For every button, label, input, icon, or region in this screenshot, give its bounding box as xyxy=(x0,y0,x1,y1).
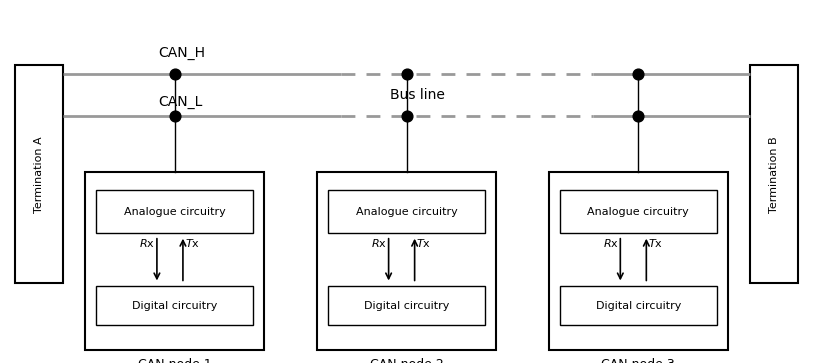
Text: Analogue circuitry: Analogue circuitry xyxy=(124,207,226,217)
Point xyxy=(400,72,413,77)
Text: Termination B: Termination B xyxy=(769,136,779,213)
Text: $R$x: $R$x xyxy=(139,237,155,249)
Point xyxy=(632,113,645,119)
Point xyxy=(400,113,413,119)
Text: CAN_L: CAN_L xyxy=(159,95,203,109)
Bar xyxy=(328,286,485,325)
Bar xyxy=(96,286,254,325)
Text: Analogue circuitry: Analogue circuitry xyxy=(587,207,689,217)
Bar xyxy=(559,286,717,325)
Text: $R$x: $R$x xyxy=(602,237,619,249)
Text: $T$x: $T$x xyxy=(416,237,431,249)
Bar xyxy=(750,65,798,283)
Bar xyxy=(15,65,63,283)
Text: Digital circuitry: Digital circuitry xyxy=(595,301,681,311)
Bar xyxy=(549,172,728,350)
Text: $R$x: $R$x xyxy=(371,237,387,249)
Bar xyxy=(317,172,496,350)
Bar xyxy=(328,190,485,233)
Text: Analogue circuitry: Analogue circuitry xyxy=(355,207,458,217)
Text: CAN node 2: CAN node 2 xyxy=(370,358,443,363)
Text: CAN node 3: CAN node 3 xyxy=(602,358,675,363)
Point xyxy=(632,72,645,77)
Text: $T$x: $T$x xyxy=(648,237,663,249)
Text: CAN node 1: CAN node 1 xyxy=(138,358,211,363)
Text: Bus line: Bus line xyxy=(390,88,445,102)
Bar xyxy=(96,190,254,233)
Point xyxy=(168,72,181,77)
Point xyxy=(168,113,181,119)
Bar xyxy=(559,190,717,233)
Bar xyxy=(85,172,264,350)
Text: CAN_H: CAN_H xyxy=(159,46,206,60)
Text: Digital circuitry: Digital circuitry xyxy=(363,301,450,311)
Text: Digital circuitry: Digital circuitry xyxy=(132,301,218,311)
Text: $T$x: $T$x xyxy=(185,237,199,249)
Text: Termination A: Termination A xyxy=(34,136,44,213)
